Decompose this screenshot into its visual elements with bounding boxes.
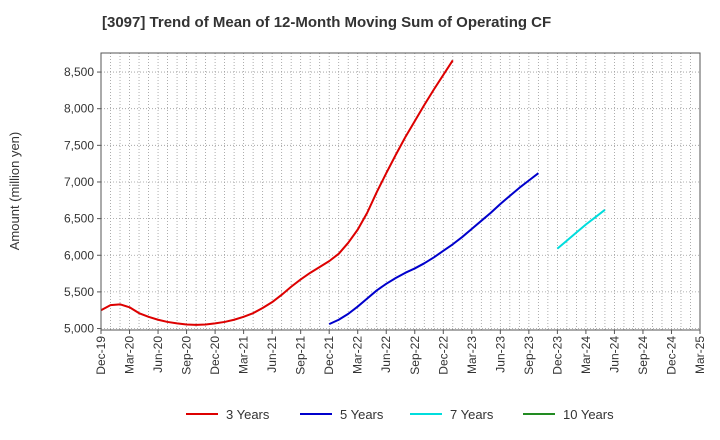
x-tick-label: Mar-22: [351, 336, 365, 374]
x-tick-label: Sep-20: [180, 336, 194, 375]
y-tick-label: 8,000: [64, 102, 94, 116]
x-tick-label: Dec-21: [322, 336, 336, 375]
x-tick-label: Dec-20: [208, 336, 222, 375]
y-tick-label: 8,500: [64, 65, 94, 79]
y-tick-label: 5,500: [64, 285, 94, 299]
y-tick-label: 6,500: [64, 212, 94, 226]
x-tick-label: Sep-23: [522, 336, 536, 375]
legend-label: 7 Years: [450, 407, 494, 422]
x-tick-labels: Dec-19 Mar-20 Jun-20 Sep-20 Dec-20 Mar-21 Jun-…: [94, 330, 707, 375]
x-tick-label: Dec-23: [550, 336, 564, 375]
x-tick-label: Mar-21: [237, 336, 251, 374]
plot-area: [101, 53, 700, 330]
y-tick-label: 7,000: [64, 175, 94, 189]
plot-frame: [100, 52, 701, 331]
x-tick-label: Mar-20: [123, 336, 137, 374]
series-line-7-years: [556, 209, 606, 250]
x-tick-label: Mar-25: [693, 336, 707, 374]
series-layer: [100, 59, 606, 326]
legend-label: 5 Years: [340, 407, 384, 422]
x-tick-label: Dec-24: [664, 336, 678, 375]
chart-title: [3097] Trend of Mean of 12-Month Moving …: [102, 14, 552, 31]
series-line-5-years: [328, 172, 539, 326]
x-tick-label: Sep-24: [636, 336, 650, 375]
x-tick-label: Jun-21: [265, 336, 279, 373]
y-tick-label: 6,000: [64, 248, 94, 262]
x-tick-label: Mar-23: [465, 336, 479, 374]
y-tick-label: 7,500: [64, 138, 94, 152]
legend-label: 10 Years: [563, 407, 614, 422]
x-tick-label: Dec-22: [436, 336, 450, 375]
y-tick-label: 5,000: [64, 322, 94, 336]
legend-label: 3 Years: [226, 407, 270, 422]
x-tick-label: Dec-19: [94, 336, 108, 375]
x-tick-label: Mar-24: [579, 336, 593, 374]
x-tick-label: Jun-22: [379, 336, 393, 373]
y-tick-labels: 5,000 5,500 6,000 6,500 7,000 7,500 8,000 8,500: [64, 65, 101, 336]
x-tick-label: Sep-22: [408, 336, 422, 375]
x-tick-label: Sep-21: [294, 336, 308, 375]
x-tick-label: Jun-24: [607, 336, 621, 373]
legend: 3 Years 5 Years 7 Years 10 Years: [186, 407, 614, 422]
x-tick-label: Jun-20: [151, 336, 165, 373]
x-tick-label: Jun-23: [493, 336, 507, 373]
y-axis-title: Amount (million yen): [7, 132, 22, 251]
series-line-3-years: [100, 59, 454, 326]
